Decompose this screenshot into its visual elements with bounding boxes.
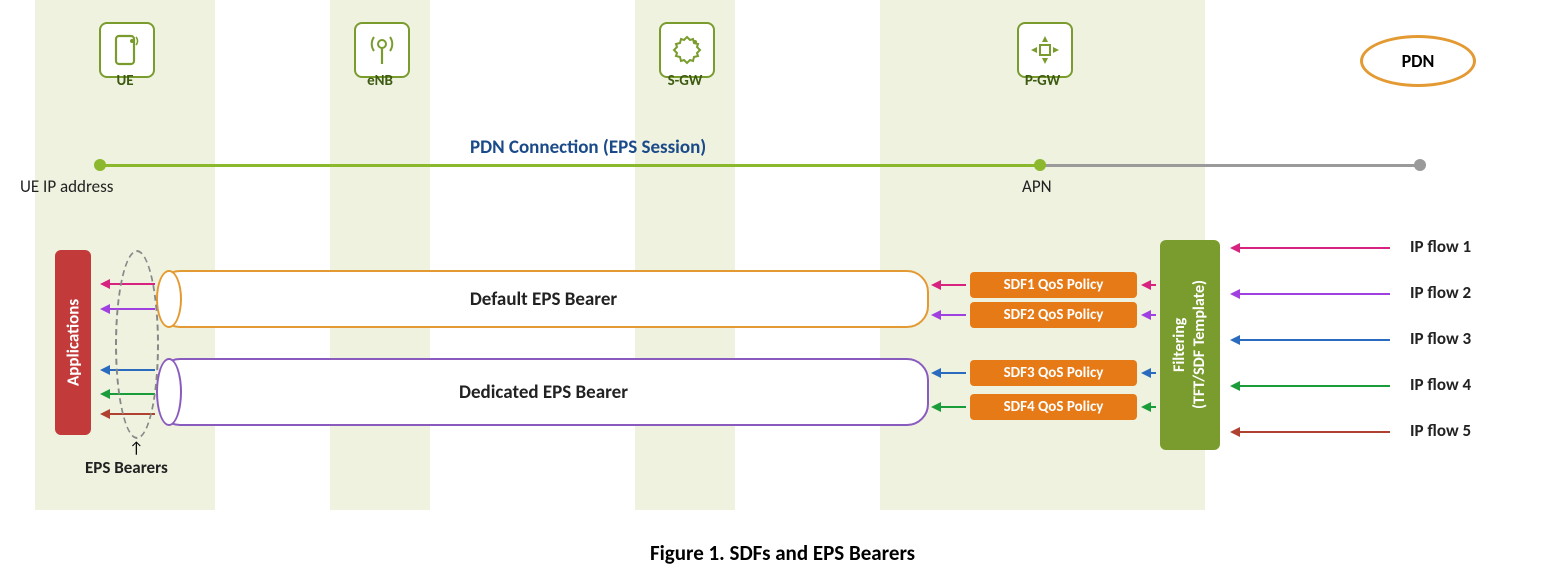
sdf-arrow-0 xyxy=(939,284,966,286)
dot-ue xyxy=(94,159,106,171)
eps-bearers-label: EPS Bearers xyxy=(85,457,168,478)
bearer-cap-1 xyxy=(156,358,182,426)
app-arrow-4-head xyxy=(100,409,110,419)
ipflow-arrow-1-head xyxy=(1230,289,1240,299)
connection-title: PDN Connection (EPS Session) xyxy=(470,136,706,159)
conn-line-green xyxy=(100,164,1040,167)
node-p-gw xyxy=(1017,22,1073,78)
eps-bearers-ellipse xyxy=(115,250,159,439)
sdf-box-1: SDF2 QoS Policy xyxy=(970,302,1137,328)
sdf-box-2: SDF3 QoS Policy xyxy=(970,360,1137,386)
app-arrow-1-head xyxy=(100,304,110,314)
node-s-gw xyxy=(659,22,715,78)
ue-ip-address-label: UE IP address xyxy=(20,176,113,197)
ipflow-label-3: IP flow 4 xyxy=(1410,374,1471,395)
ipflow-arrow-4 xyxy=(1238,431,1390,433)
node-label-p-gw: P-GW xyxy=(1017,72,1069,90)
dot-apn xyxy=(1034,159,1046,171)
bearer-0: Default EPS Bearer xyxy=(158,270,929,328)
applications-bar: Applications xyxy=(55,250,91,435)
sdf-arrow-1 xyxy=(939,314,966,316)
sdf-arrow-1-head xyxy=(931,310,941,320)
filter-sdf-arrow-3-head xyxy=(1141,402,1151,412)
ipflow-label-4: IP flow 5 xyxy=(1410,420,1471,441)
sdf-arrow-0-head xyxy=(931,280,941,290)
filter-sdf-arrow-0-head xyxy=(1141,280,1151,290)
filter-sdf-arrow-2-head xyxy=(1141,368,1151,378)
ipflow-arrow-2 xyxy=(1238,339,1390,341)
conn-line-gray xyxy=(1040,164,1420,167)
app-arrow-0-head xyxy=(100,279,110,289)
node-label-ue: UE xyxy=(99,72,151,90)
pdn-oval: PDN xyxy=(1360,35,1476,87)
ipflow-arrow-1 xyxy=(1238,293,1390,295)
app-arrow-3-head xyxy=(100,389,110,399)
sdf-box-3: SDF4 QoS Policy xyxy=(970,394,1137,420)
node-label-s-gw: S-GW xyxy=(659,72,711,90)
ipflow-arrow-3-head xyxy=(1230,381,1240,391)
ipflow-arrow-0-head xyxy=(1230,243,1240,253)
sdf-box-0: SDF1 QoS Policy xyxy=(970,272,1137,298)
ipflow-arrow-2-head xyxy=(1230,335,1240,345)
ipflow-label-0: IP flow 1 xyxy=(1410,236,1471,257)
sdf-arrow-3 xyxy=(939,406,966,408)
bearer-1: Dedicated EPS Bearer xyxy=(158,358,929,426)
sdf-arrow-2 xyxy=(939,372,966,374)
ipflow-label-2: IP flow 3 xyxy=(1410,328,1471,349)
ipflow-arrow-3 xyxy=(1238,385,1390,387)
figure-caption: Figure 1. SDFs and EPS Bearers xyxy=(0,540,1565,566)
eps-arrow-icon: ↑ xyxy=(129,439,143,458)
apn-label: APN xyxy=(1022,176,1052,197)
dot-pdn xyxy=(1414,159,1426,171)
node-enb xyxy=(354,22,410,78)
sdf-arrow-3-head xyxy=(931,402,941,412)
bearer-cap-0 xyxy=(156,270,182,328)
ipflow-arrow-4-head xyxy=(1230,427,1240,437)
node-ue xyxy=(99,22,155,78)
app-arrow-2-head xyxy=(100,365,110,375)
filtering-bar: Filtering(TFT/SDF Template) xyxy=(1160,240,1220,450)
ipflow-arrow-0 xyxy=(1238,247,1390,249)
node-label-enb: eNB xyxy=(354,72,406,90)
ipflow-label-1: IP flow 2 xyxy=(1410,282,1471,303)
filter-sdf-arrow-1-head xyxy=(1141,310,1151,320)
sdf-arrow-2-head xyxy=(931,368,941,378)
